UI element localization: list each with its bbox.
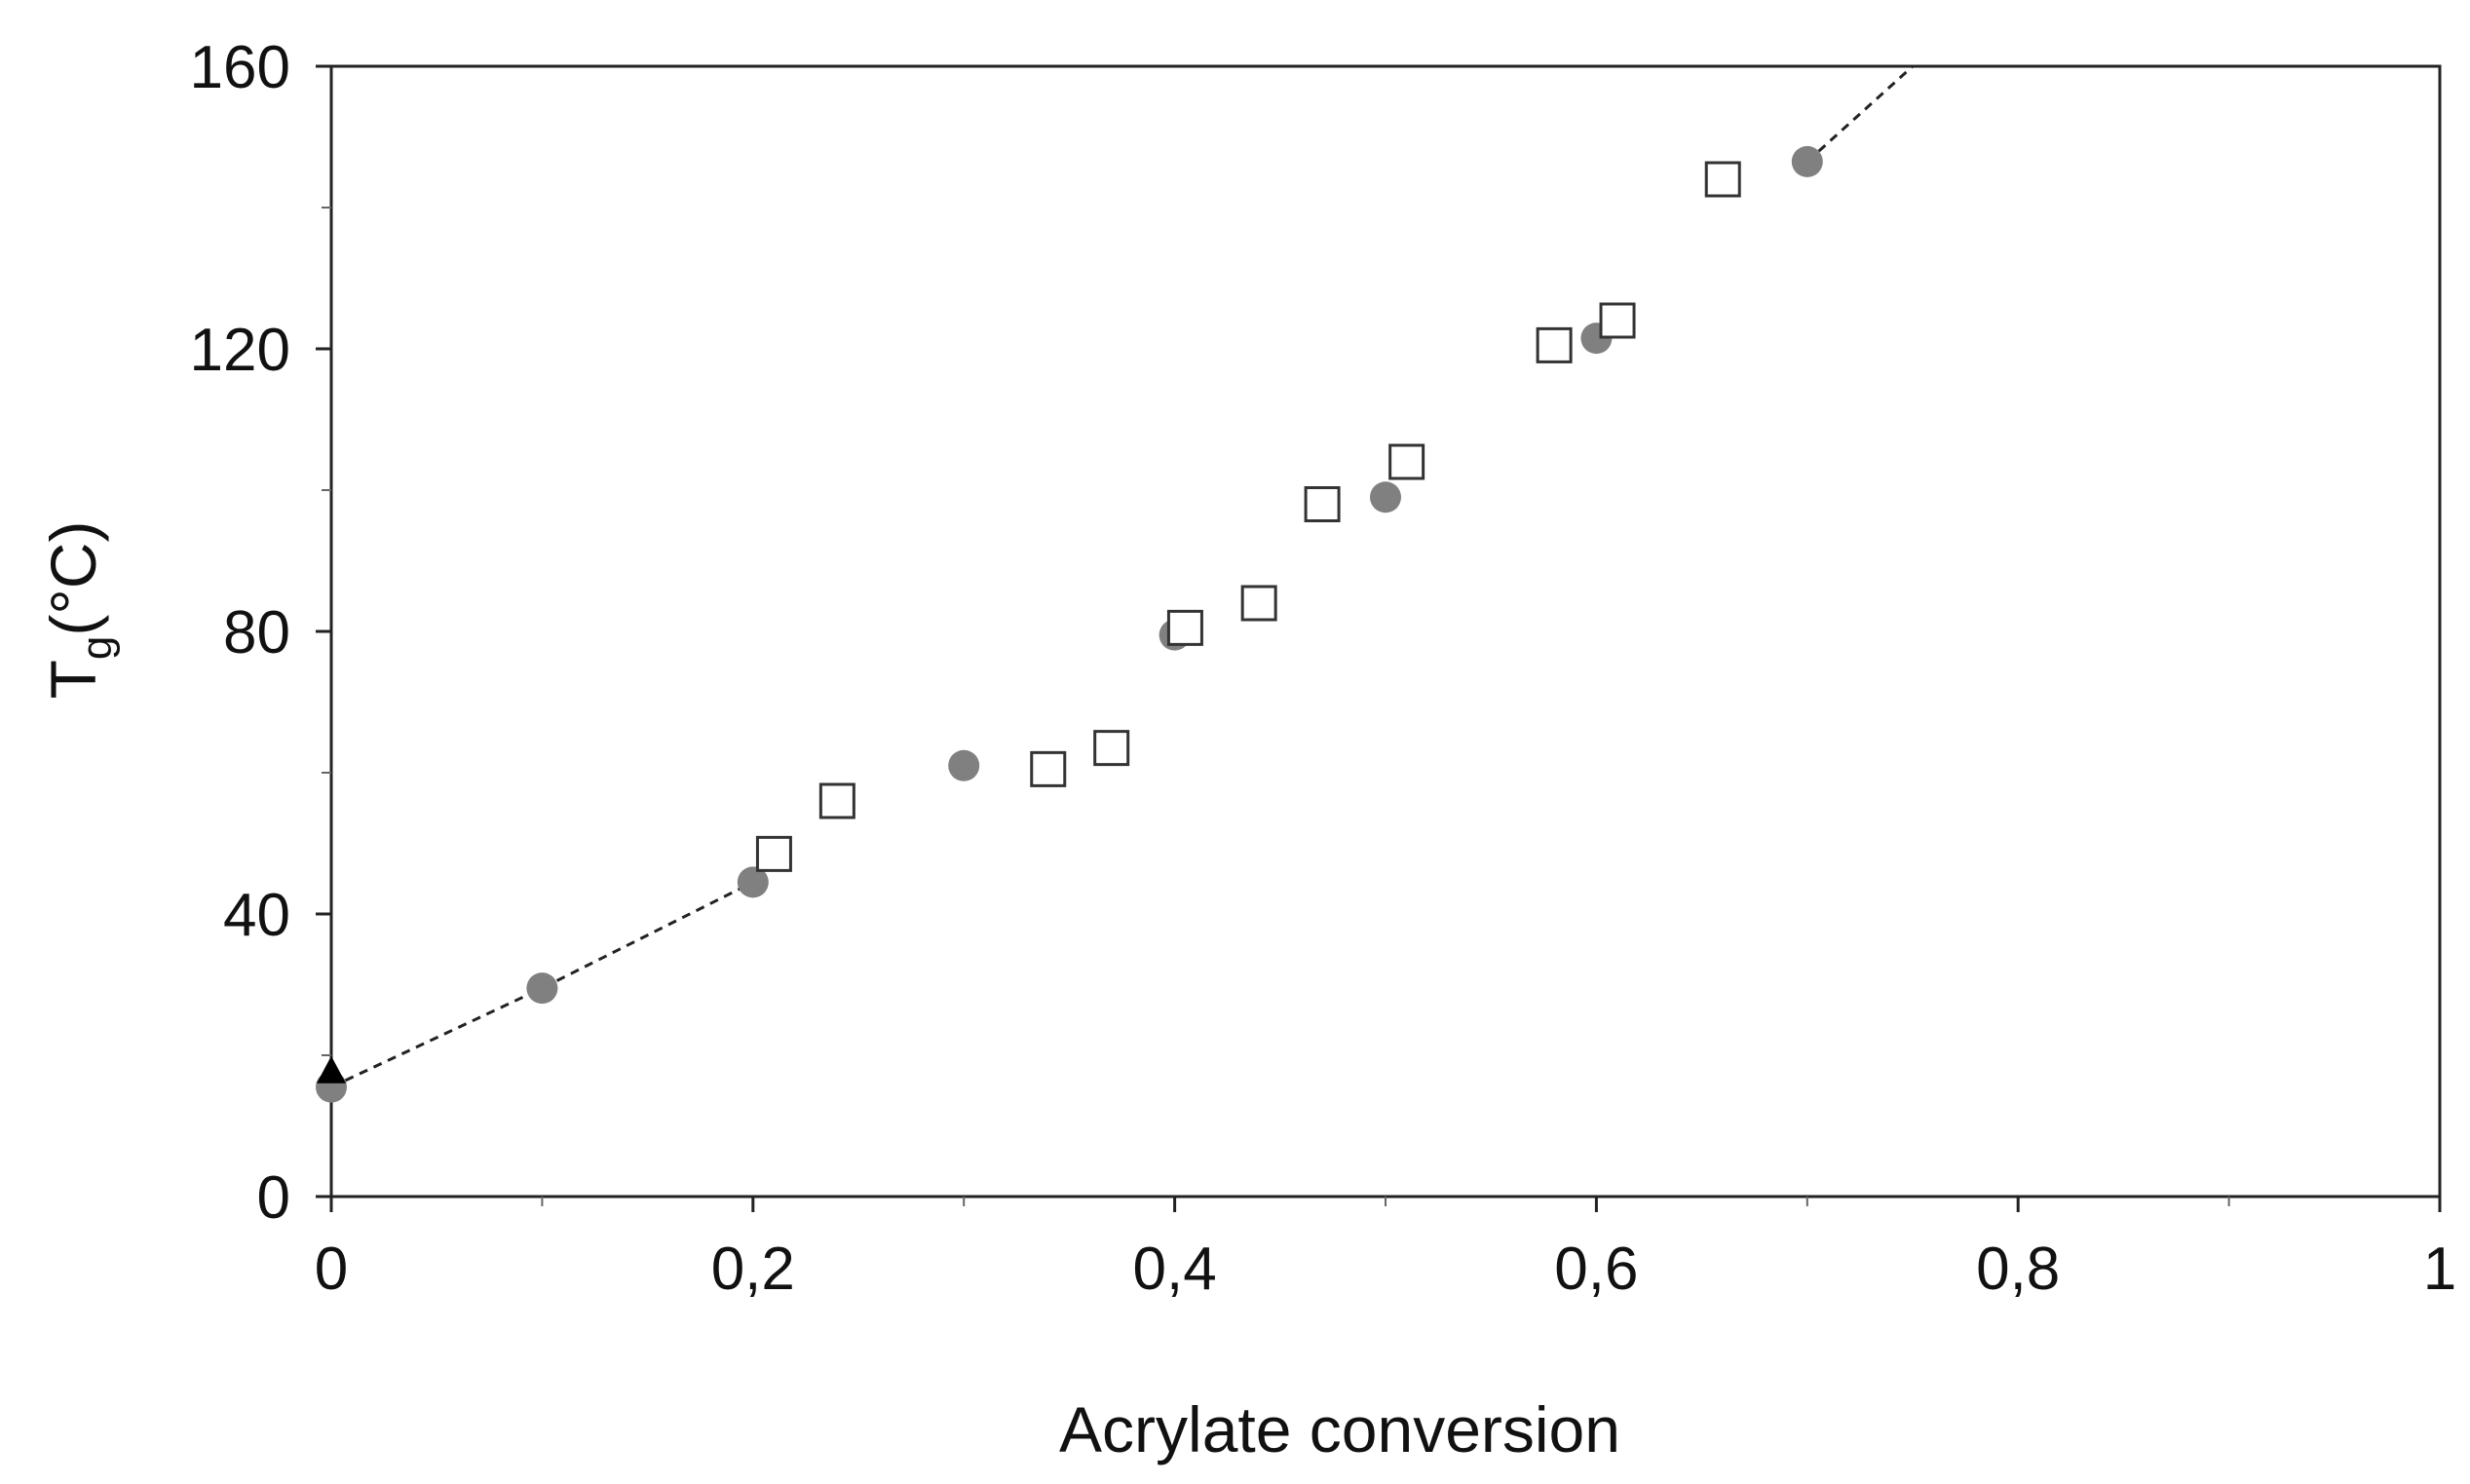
data-point-square xyxy=(1388,443,1425,480)
data-point-square xyxy=(1536,326,1573,363)
data-point-square xyxy=(1704,161,1741,198)
dashed-line xyxy=(330,881,754,1088)
x-tick-label: 0,6 xyxy=(1554,1236,1638,1303)
data-point-square xyxy=(1093,730,1130,767)
y-tick-label: 120 xyxy=(190,317,290,384)
x-tick-label: 0,8 xyxy=(1976,1236,2060,1303)
dashed-fit-lines xyxy=(330,64,1915,1088)
axis-tick-labels: 0 0,2 0,4 0,6 0,8 1 0 40 80 120 160 xyxy=(190,34,2457,1303)
y-tick-label: 80 xyxy=(223,599,290,666)
y-tick-label: 160 xyxy=(190,34,290,101)
plot-border xyxy=(329,64,2442,1199)
y-tick-label: 40 xyxy=(223,882,290,949)
plot-frame xyxy=(329,64,2442,1199)
y-axis-title-subscript: g xyxy=(73,636,121,660)
data-point-square xyxy=(1599,302,1636,339)
x-axis-title: Acrylate conversion xyxy=(1059,1393,1620,1465)
data-point-square xyxy=(1166,609,1203,646)
data-markers xyxy=(316,145,1823,1103)
x-tick-label: 1 xyxy=(2423,1236,2456,1303)
data-point-square xyxy=(1240,585,1277,622)
data-point-square xyxy=(1304,486,1341,522)
y-tick-label: 0 xyxy=(257,1164,290,1232)
axis-ticks xyxy=(316,64,2442,1212)
y-axis-title: Tg(°C) xyxy=(37,521,121,700)
data-point-square xyxy=(818,782,855,819)
data-point-square xyxy=(755,835,792,872)
x-tick-label: 0,4 xyxy=(1132,1236,1216,1303)
y-axis-title-rest: (°C) xyxy=(37,521,109,636)
data-point-circle xyxy=(1370,481,1401,514)
x-tick-label: 0,2 xyxy=(711,1236,795,1303)
data-point-circle xyxy=(526,972,558,1005)
y-axis-title-main: T xyxy=(37,660,109,699)
data-point-circle xyxy=(948,749,980,781)
data-point-square xyxy=(1030,750,1067,787)
data-point-triangle xyxy=(317,1055,346,1084)
data-point-circle xyxy=(737,866,769,898)
dashed-line xyxy=(1805,64,1915,163)
data-point-circle xyxy=(1791,145,1823,177)
x-tick-label: 0 xyxy=(315,1236,348,1303)
